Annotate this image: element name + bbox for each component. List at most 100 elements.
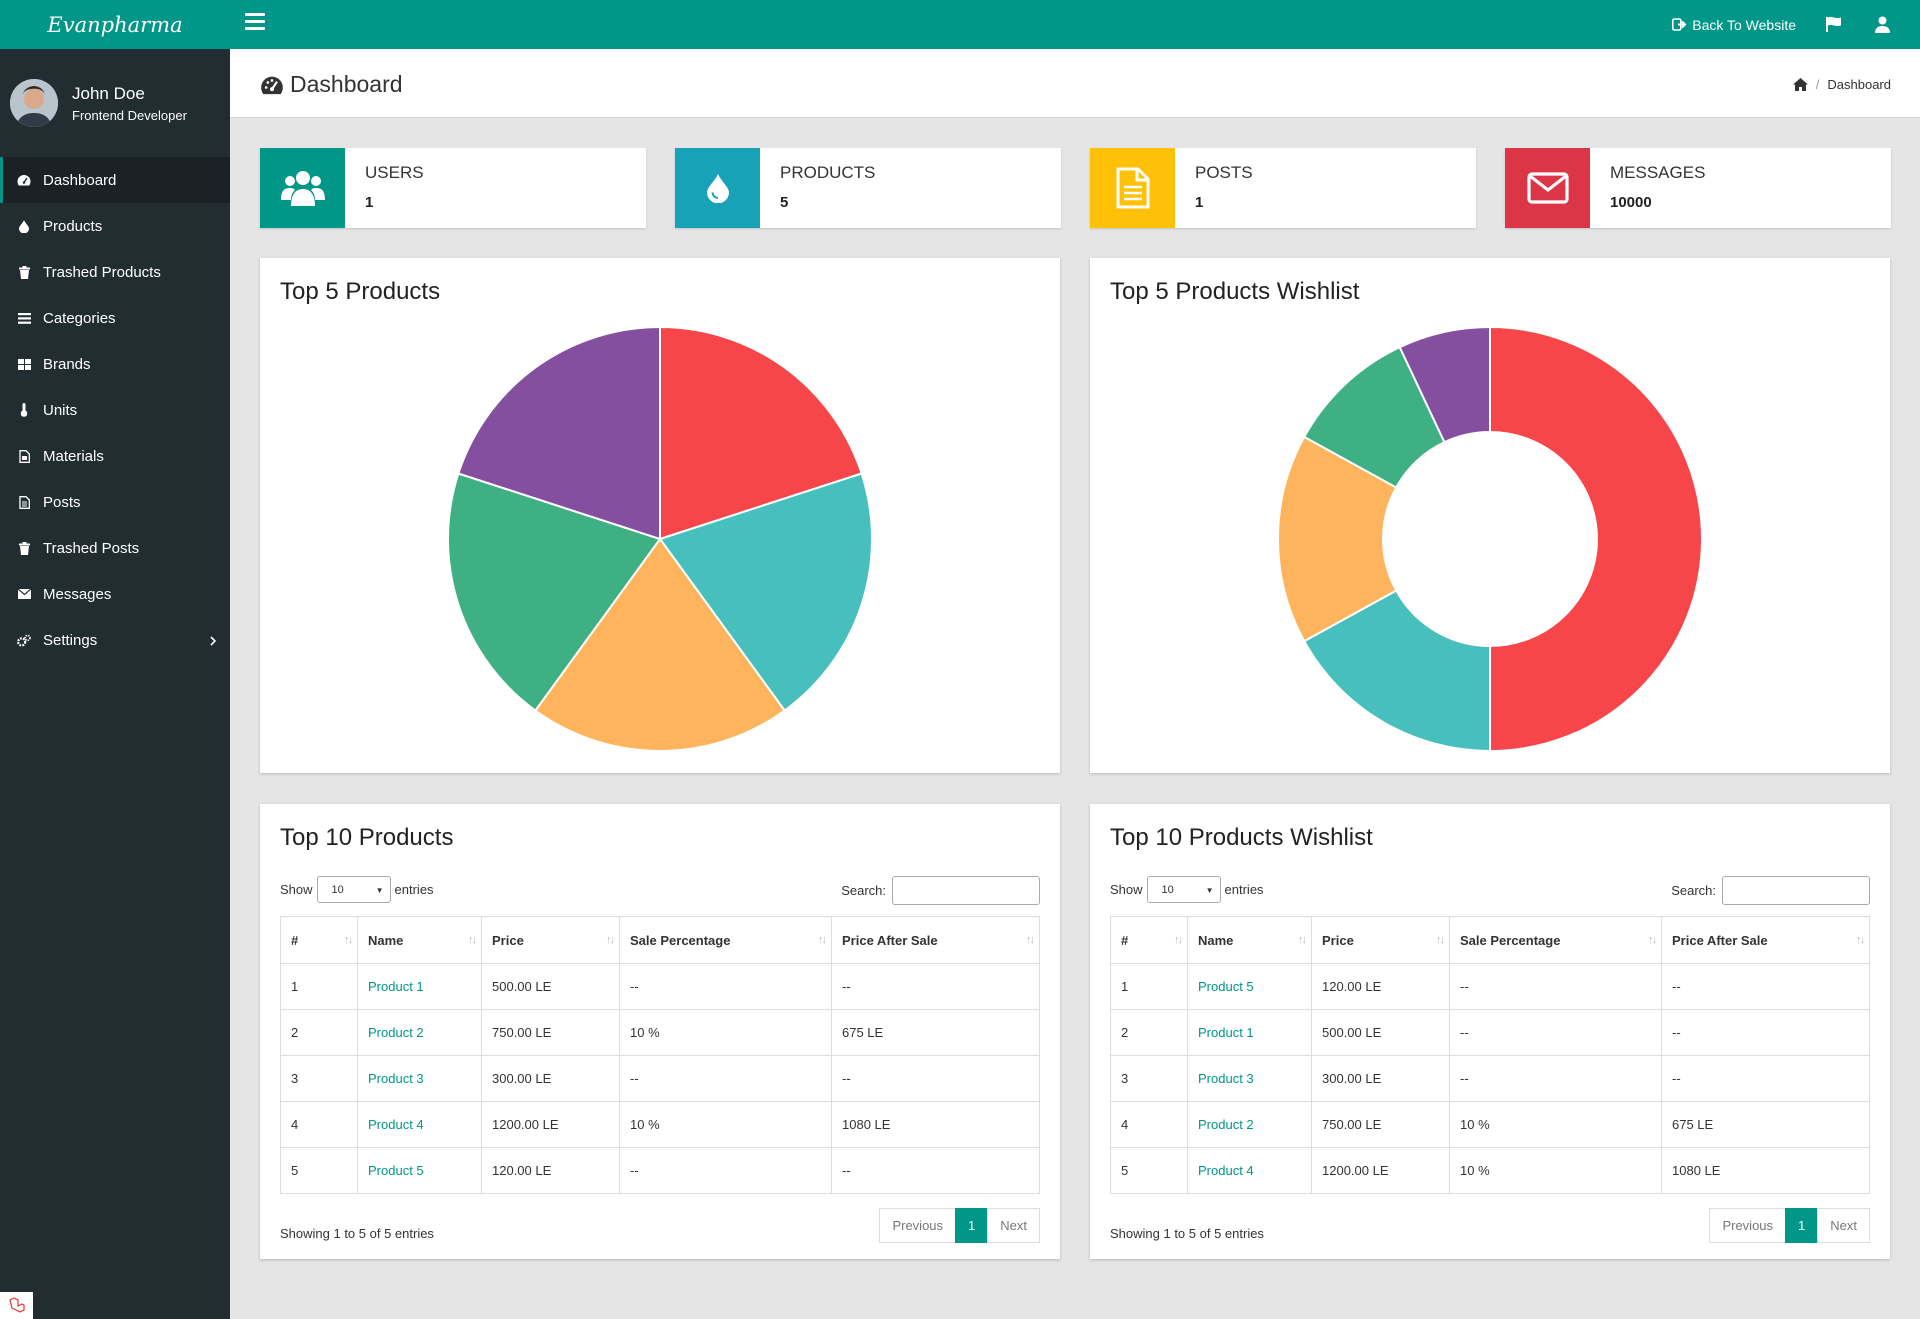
flag-icon[interactable] — [1824, 15, 1844, 35]
sidebar-toggle-icon[interactable] — [245, 13, 265, 31]
pie-slice-2[interactable] — [1302, 589, 1491, 753]
table-title: Top 10 Products — [280, 824, 454, 851]
sidebar-item-label: Trashed Posts — [43, 539, 140, 557]
pie-slice-5[interactable] — [457, 325, 661, 541]
pie-slice-3[interactable] — [533, 537, 787, 752]
list-icon — [17, 311, 31, 325]
sidebar-item-brands[interactable]: Brands — [0, 341, 230, 387]
sort-icon: ↑↓ — [1436, 934, 1445, 946]
back-to-website-link[interactable]: Back To Website — [1672, 17, 1796, 33]
product-link[interactable]: Product 4 — [368, 1117, 424, 1132]
table-row: 1 Product 5 120.00 LE -- -- — [1110, 963, 1870, 1010]
show-label: Show — [1110, 882, 1143, 897]
product-link[interactable]: Product 5 — [1198, 979, 1254, 994]
table-row: 4 Product 2 750.00 LE 10 % 675 LE — [1110, 1101, 1870, 1148]
envelope-icon — [1505, 148, 1590, 228]
sidebar-item-products[interactable]: Products — [0, 203, 230, 249]
column-header[interactable]: Name ↑↓ — [1187, 916, 1312, 964]
pie-slice-1[interactable] — [659, 325, 863, 541]
home-icon[interactable] — [1792, 78, 1808, 91]
table-row: 2 Product 2 750.00 LE 10 % 675 LE — [280, 1009, 1040, 1056]
pie-slice-3[interactable] — [1277, 435, 1398, 643]
column-header[interactable]: Price ↑↓ — [1311, 916, 1450, 964]
search-input[interactable] — [1722, 876, 1870, 905]
sidebar-item-units[interactable]: Units — [0, 387, 230, 433]
sidebar-item-messages[interactable]: Messages — [0, 571, 230, 617]
column-header[interactable]: Price ↑↓ — [481, 916, 620, 964]
sort-icon: ↑↓ — [1026, 934, 1035, 946]
sidebar-item-trashed-posts[interactable]: Trashed Posts — [0, 525, 230, 571]
gears-icon — [17, 633, 31, 647]
column-header[interactable]: Sale Percentage ↑↓ — [1449, 916, 1662, 964]
sidebar-item-posts[interactable]: Posts — [0, 479, 230, 525]
entries-length-value: 10 — [1161, 883, 1174, 896]
entries-label: entries — [1224, 882, 1264, 897]
sidebar-item-dashboard[interactable]: Dashboard — [0, 157, 230, 203]
pie-slice-4[interactable] — [447, 472, 662, 712]
brand-logo[interactable]: Evanpharma — [47, 12, 183, 37]
sidebar-item-settings[interactable]: Settings — [0, 617, 230, 663]
table-row: 3 Product 3 300.00 LE -- -- — [280, 1055, 1040, 1102]
table-row: 5 Product 4 1200.00 LE 10 % 1080 LE — [1110, 1147, 1870, 1194]
next-button[interactable]: Next — [987, 1208, 1040, 1243]
show-label: Show — [280, 882, 313, 897]
pie-slice-2[interactable] — [658, 472, 873, 712]
products-info-box: PRODUCTS 5 — [675, 148, 1061, 228]
product-link[interactable]: Product 2 — [368, 1025, 424, 1040]
pagination: Previous 1 Next — [1709, 1208, 1870, 1243]
table-search: Search: — [1671, 876, 1870, 905]
entries-length-select[interactable]: 10 ▼ — [1146, 876, 1221, 903]
product-link[interactable]: Product 3 — [1198, 1071, 1254, 1086]
entries-length-select[interactable]: 10 ▼ — [316, 876, 391, 903]
pie-slice-1[interactable] — [1489, 325, 1703, 753]
users-info-box: USERS 1 — [260, 148, 646, 228]
page-title-text: Dashboard — [290, 71, 403, 97]
sidebar-item-materials[interactable]: Materials — [0, 433, 230, 479]
previous-button[interactable]: Previous — [879, 1208, 957, 1243]
table-row: 4 Product 4 1200.00 LE 10 % 1080 LE — [280, 1101, 1040, 1148]
column-header[interactable]: Price After Sale ↑↓ — [831, 916, 1040, 964]
caret-down-icon: ▼ — [1205, 886, 1214, 895]
dashboard-icon — [261, 76, 283, 94]
product-link[interactable]: Product 4 — [1198, 1163, 1254, 1178]
search-input[interactable] — [892, 876, 1040, 905]
column-header[interactable]: Sale Percentage ↑↓ — [619, 916, 832, 964]
messages-info-box: MESSAGES 10000 — [1505, 148, 1891, 228]
info-box-value: 10000 — [1610, 194, 1652, 211]
sidebar-item-label: Posts — [43, 493, 81, 511]
product-link[interactable]: Product 2 — [1198, 1117, 1254, 1132]
chart-title: Top 5 Products — [280, 278, 441, 305]
info-box-label: MESSAGES — [1610, 163, 1706, 182]
breadcrumb-separator: / — [1815, 77, 1820, 92]
info-box-value: 1 — [1195, 194, 1204, 211]
sort-icon: ↑↓ — [1648, 934, 1657, 946]
product-link[interactable]: Product 5 — [368, 1163, 424, 1178]
user-icon[interactable] — [1872, 15, 1892, 35]
sidebar: John Doe Frontend Developer Dashboard Pr… — [0, 49, 230, 1319]
user-role: Frontend Developer — [72, 107, 187, 123]
sidebar-item-trashed-products[interactable]: Trashed Products — [0, 249, 230, 295]
sidebar-item-label: Messages — [43, 585, 112, 603]
previous-button[interactable]: Previous — [1709, 1208, 1787, 1243]
entries-length-value: 10 — [331, 883, 344, 896]
product-link[interactable]: Product 3 — [368, 1071, 424, 1086]
sidebar-item-categories[interactable]: Categories — [0, 295, 230, 341]
page-1-button[interactable]: 1 — [955, 1208, 989, 1243]
table-search: Search: — [841, 876, 1040, 905]
sidebar-item-label: Dashboard — [43, 171, 117, 189]
thermometer-icon — [17, 403, 31, 417]
pie-slice-5[interactable] — [1398, 325, 1491, 444]
column-header[interactable]: # ↑↓ — [280, 916, 358, 964]
sort-icon: ↑↓ — [606, 934, 615, 946]
next-button[interactable]: Next — [1817, 1208, 1870, 1243]
column-header[interactable]: Name ↑↓ — [357, 916, 482, 964]
product-link[interactable]: Product 1 — [1198, 1025, 1254, 1040]
sidebar-menu: Dashboard Products Trashed Products Cate… — [0, 157, 230, 663]
top5-products-chart-panel: Top 5 Products — [260, 258, 1060, 773]
page-1-button[interactable]: 1 — [1785, 1208, 1819, 1243]
breadcrumb-current: Dashboard — [1827, 77, 1891, 92]
product-link[interactable]: Product 1 — [368, 979, 424, 994]
column-header[interactable]: Price After Sale ↑↓ — [1661, 916, 1870, 964]
chevron-right-icon — [210, 633, 217, 650]
column-header[interactable]: # ↑↓ — [1110, 916, 1188, 964]
